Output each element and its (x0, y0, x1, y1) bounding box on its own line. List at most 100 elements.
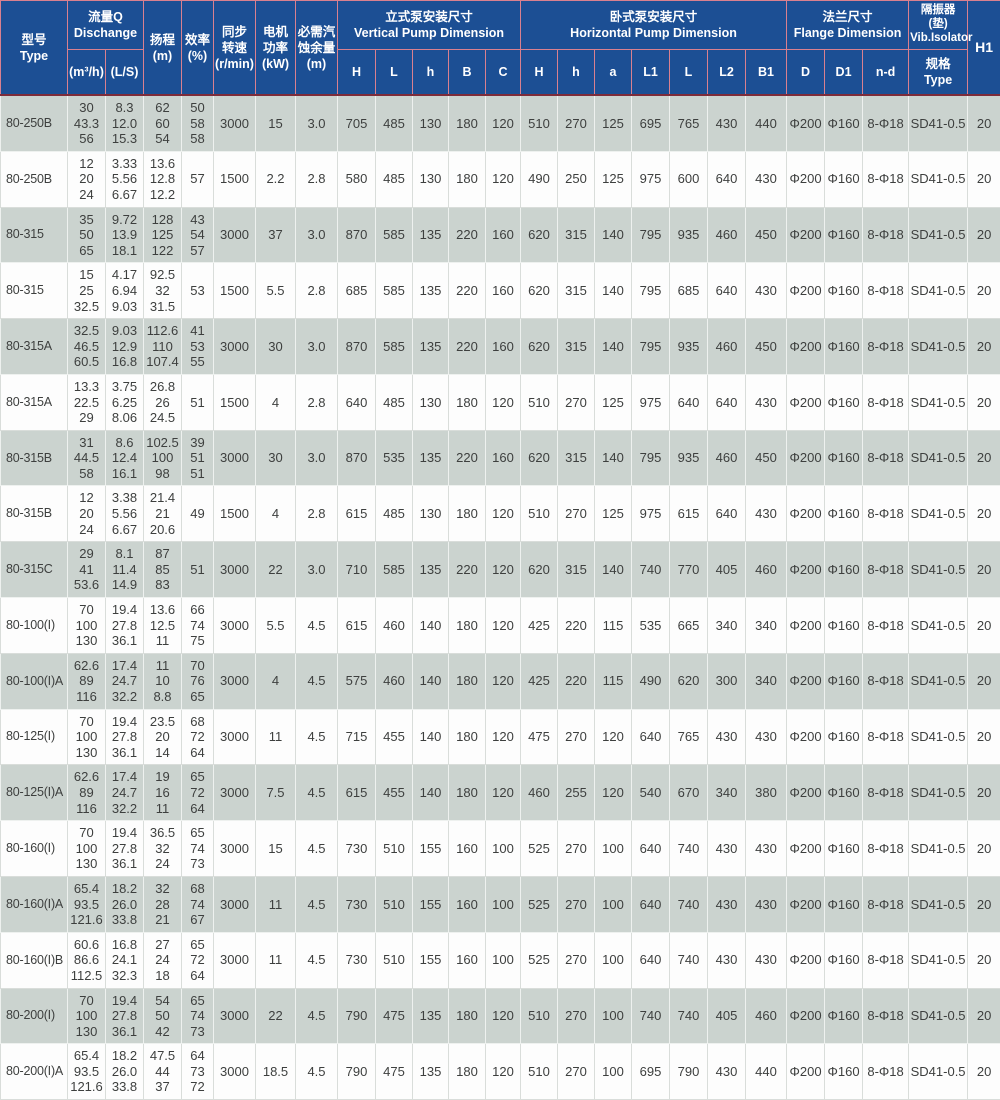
cell-head: 11 10 8.8 (144, 653, 182, 709)
cell-H1: 20 (968, 430, 1000, 486)
cell-type: 80-315 (1, 207, 68, 263)
cell-head: 92.5 32 31.5 (144, 263, 182, 319)
cell-hL2: 640 (708, 151, 746, 207)
cell-hL: 935 (670, 430, 708, 486)
cell-H1: 20 (968, 542, 1000, 598)
cell-vB: 180 (449, 765, 486, 821)
cell-hL: 770 (670, 542, 708, 598)
cell-hB1: 460 (746, 542, 787, 598)
cell-type: 80-315A (1, 374, 68, 430)
cell-vL: 455 (376, 765, 413, 821)
cell-speed: 3000 (214, 821, 256, 877)
cell-hL2: 430 (708, 1044, 746, 1100)
header-h1: H1 (968, 1, 1000, 96)
cell-vH: 580 (338, 151, 376, 207)
cell-vh: 140 (413, 598, 449, 654)
cell-vh: 135 (413, 207, 449, 263)
cell-hL2: 640 (708, 374, 746, 430)
cell-npsh: 2.8 (296, 374, 338, 430)
cell-ha: 140 (595, 542, 632, 598)
cell-m3h: 31 44.5 58 (68, 430, 106, 486)
cell-iso: SD41-0.5 (909, 821, 968, 877)
cell-hB1: 430 (746, 876, 787, 932)
cell-head: 112.6 110 107.4 (144, 319, 182, 375)
cell-vh: 135 (413, 542, 449, 598)
cell-D1: Φ160 (825, 95, 863, 151)
cell-vL: 485 (376, 151, 413, 207)
cell-power: 37 (256, 207, 296, 263)
cell-iso: SD41-0.5 (909, 653, 968, 709)
cell-nd: 8-Φ18 (863, 821, 909, 877)
cell-D: Φ200 (787, 653, 825, 709)
cell-vL: 485 (376, 486, 413, 542)
cell-nd: 8-Φ18 (863, 765, 909, 821)
cell-vL: 460 (376, 653, 413, 709)
cell-D1: Φ160 (825, 821, 863, 877)
cell-speed: 3000 (214, 430, 256, 486)
cell-hh: 220 (558, 653, 595, 709)
table-row: 80-200(I)A 65.4 93.5 121.6 18.2 26.0 33.… (1, 1044, 1000, 1100)
cell-hH: 490 (521, 151, 558, 207)
cell-hL: 600 (670, 151, 708, 207)
cell-ha: 140 (595, 430, 632, 486)
cell-m3h: 15 25 32.5 (68, 263, 106, 319)
cell-vC: 100 (486, 876, 521, 932)
cell-vB: 160 (449, 821, 486, 877)
cell-D1: Φ160 (825, 1044, 863, 1100)
cell-ha: 100 (595, 932, 632, 988)
cell-vC: 120 (486, 542, 521, 598)
cell-hh: 250 (558, 151, 595, 207)
cell-speed: 3000 (214, 653, 256, 709)
cell-ls: 3.38 5.56 6.67 (106, 486, 144, 542)
header-vertical-group: 立式泵安装尺寸 Vertical Pump Dimension (338, 1, 521, 50)
cell-hL1: 640 (632, 821, 670, 877)
cell-hH: 425 (521, 653, 558, 709)
cell-vB: 220 (449, 319, 486, 375)
cell-hH: 525 (521, 876, 558, 932)
cell-type: 80-200(I)A (1, 1044, 68, 1100)
cell-power: 4 (256, 374, 296, 430)
table-row: 80-315B 12 20 24 3.38 5.56 6.67 21.4 21 … (1, 486, 1000, 542)
header-flange-group: 法兰尺寸 Flange Dimension (787, 1, 909, 50)
cell-iso: SD41-0.5 (909, 988, 968, 1044)
cell-vH: 730 (338, 821, 376, 877)
cell-type: 80-160(I)A (1, 876, 68, 932)
cell-vH: 715 (338, 709, 376, 765)
cell-eff: 65 72 64 (182, 932, 214, 988)
cell-hh: 315 (558, 430, 595, 486)
cell-npsh: 2.8 (296, 151, 338, 207)
table-row: 80-315C 29 41 53.6 8.1 11.4 14.9 87 85 8… (1, 542, 1000, 598)
cell-hh: 220 (558, 598, 595, 654)
header-discharge-ls: (L/S) (106, 50, 144, 96)
table-row: 80-315A 32.5 46.5 60.5 9.03 12.9 16.8 11… (1, 319, 1000, 375)
cell-head: 102.5 100 98 (144, 430, 182, 486)
cell-vh: 130 (413, 151, 449, 207)
cell-hB1: 430 (746, 821, 787, 877)
cell-nd: 8-Φ18 (863, 374, 909, 430)
cell-hL: 935 (670, 319, 708, 375)
cell-hh: 270 (558, 374, 595, 430)
cell-D: Φ200 (787, 765, 825, 821)
cell-hL1: 540 (632, 765, 670, 821)
cell-ha: 100 (595, 876, 632, 932)
table-row: 80-315 15 25 32.5 4.17 6.94 9.03 92.5 32… (1, 263, 1000, 319)
cell-power: 7.5 (256, 765, 296, 821)
cell-hL1: 740 (632, 542, 670, 598)
cell-vH: 790 (338, 988, 376, 1044)
cell-power: 11 (256, 876, 296, 932)
cell-hL2: 460 (708, 207, 746, 263)
cell-vL: 585 (376, 263, 413, 319)
cell-hH: 510 (521, 95, 558, 151)
cell-hL2: 405 (708, 988, 746, 1044)
cell-head: 21.4 21 20.6 (144, 486, 182, 542)
cell-vC: 120 (486, 95, 521, 151)
cell-hL1: 490 (632, 653, 670, 709)
cell-eff: 41 53 55 (182, 319, 214, 375)
cell-type: 80-250B (1, 95, 68, 151)
cell-type: 80-125(I) (1, 709, 68, 765)
header-speed: 同步 转速 (r/min) (214, 1, 256, 96)
header-isolator-type: 规格 Type (909, 50, 968, 96)
cell-hB1: 450 (746, 430, 787, 486)
cell-hh: 270 (558, 709, 595, 765)
